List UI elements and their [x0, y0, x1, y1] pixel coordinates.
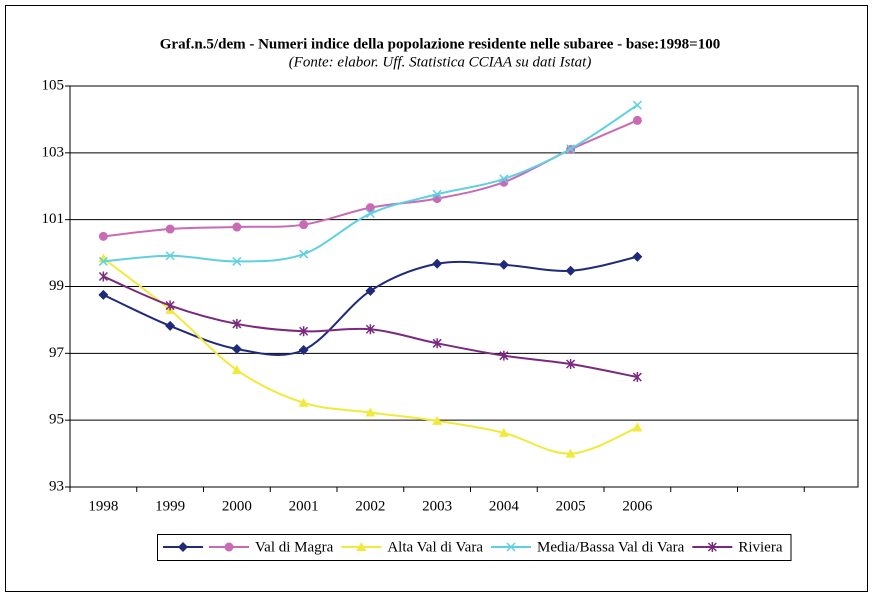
y-tick-label: 101: [42, 211, 65, 227]
data-point: [498, 427, 509, 437]
data-point: [98, 289, 109, 300]
legend-marker: [178, 542, 188, 552]
data-point: [499, 350, 509, 361]
data-point: [499, 174, 509, 184]
data-point: [298, 397, 309, 407]
x-tick-label: 2005: [556, 498, 586, 514]
chart-title: Graf.n.5/dem - Numeri indice della popol…: [160, 36, 720, 52]
data-point: [632, 115, 642, 125]
data-point: [98, 253, 109, 263]
legend-marker: [707, 542, 717, 552]
data-point: [632, 251, 643, 262]
data-point: [231, 343, 242, 354]
data-point: [432, 258, 443, 269]
x-tick-label: 1999: [155, 498, 185, 514]
data-point: [232, 256, 242, 266]
y-tick-label: 95: [49, 412, 64, 428]
x-tick-label: 2002: [355, 498, 385, 514]
data-point: [231, 365, 242, 375]
legend-label: Val di Magra: [255, 539, 334, 555]
data-point: [165, 251, 175, 261]
legend-label: Riviera: [738, 539, 782, 555]
data-point: [98, 256, 108, 266]
data-point: [298, 344, 309, 355]
legend-label: Media/Bassa Val di Vara: [537, 539, 685, 555]
legend-marker: [224, 542, 234, 552]
x-tick-label: 2004: [489, 498, 520, 514]
data-point: [299, 249, 309, 259]
data-point: [432, 189, 442, 199]
chart-subtitle: (Fonte: elabor. Uff. Statistica CCIAA su…: [289, 54, 592, 70]
data-point: [632, 100, 642, 110]
data-point: [565, 448, 576, 458]
data-point: [432, 415, 443, 425]
data-point: [365, 285, 376, 296]
y-tick-label: 99: [49, 278, 64, 294]
data-point: [365, 203, 375, 213]
data-point: [299, 326, 309, 337]
y-tick-label: 97: [49, 345, 65, 361]
x-tick-label: 2000: [222, 498, 252, 514]
data-point: [565, 265, 576, 276]
data-point: [98, 271, 108, 282]
y-tick-label: 93: [49, 478, 64, 494]
data-point: [299, 220, 309, 230]
data-point: [498, 259, 509, 270]
y-tick-label: 105: [42, 77, 65, 93]
data-point: [98, 231, 108, 241]
data-point: [232, 318, 242, 329]
legend-marker: [356, 542, 367, 551]
data-point: [632, 372, 642, 383]
chart-border: [5, 5, 868, 592]
legend-box: [157, 534, 792, 561]
data-point: [165, 300, 175, 311]
legend-label: Alta Val di Vara: [387, 539, 483, 555]
x-tick-label: 1998: [88, 498, 118, 514]
data-point: [632, 422, 643, 432]
data-point: [165, 224, 175, 234]
data-point: [566, 144, 576, 154]
x-tick-label: 2001: [289, 498, 319, 514]
data-point: [232, 222, 242, 232]
data-point: [566, 359, 576, 370]
y-tick-label: 103: [42, 144, 65, 160]
x-tick-label: 2006: [622, 498, 653, 514]
data-point: [432, 338, 442, 349]
data-point: [365, 209, 375, 219]
data-point: [365, 407, 376, 417]
data-point: [365, 324, 375, 335]
data-point: [165, 320, 176, 331]
legend-marker: [506, 542, 516, 552]
legend: Val di Magra Alta Val di Vara Media/Bassa …: [157, 534, 792, 561]
x-tick-label: 2003: [422, 498, 452, 514]
